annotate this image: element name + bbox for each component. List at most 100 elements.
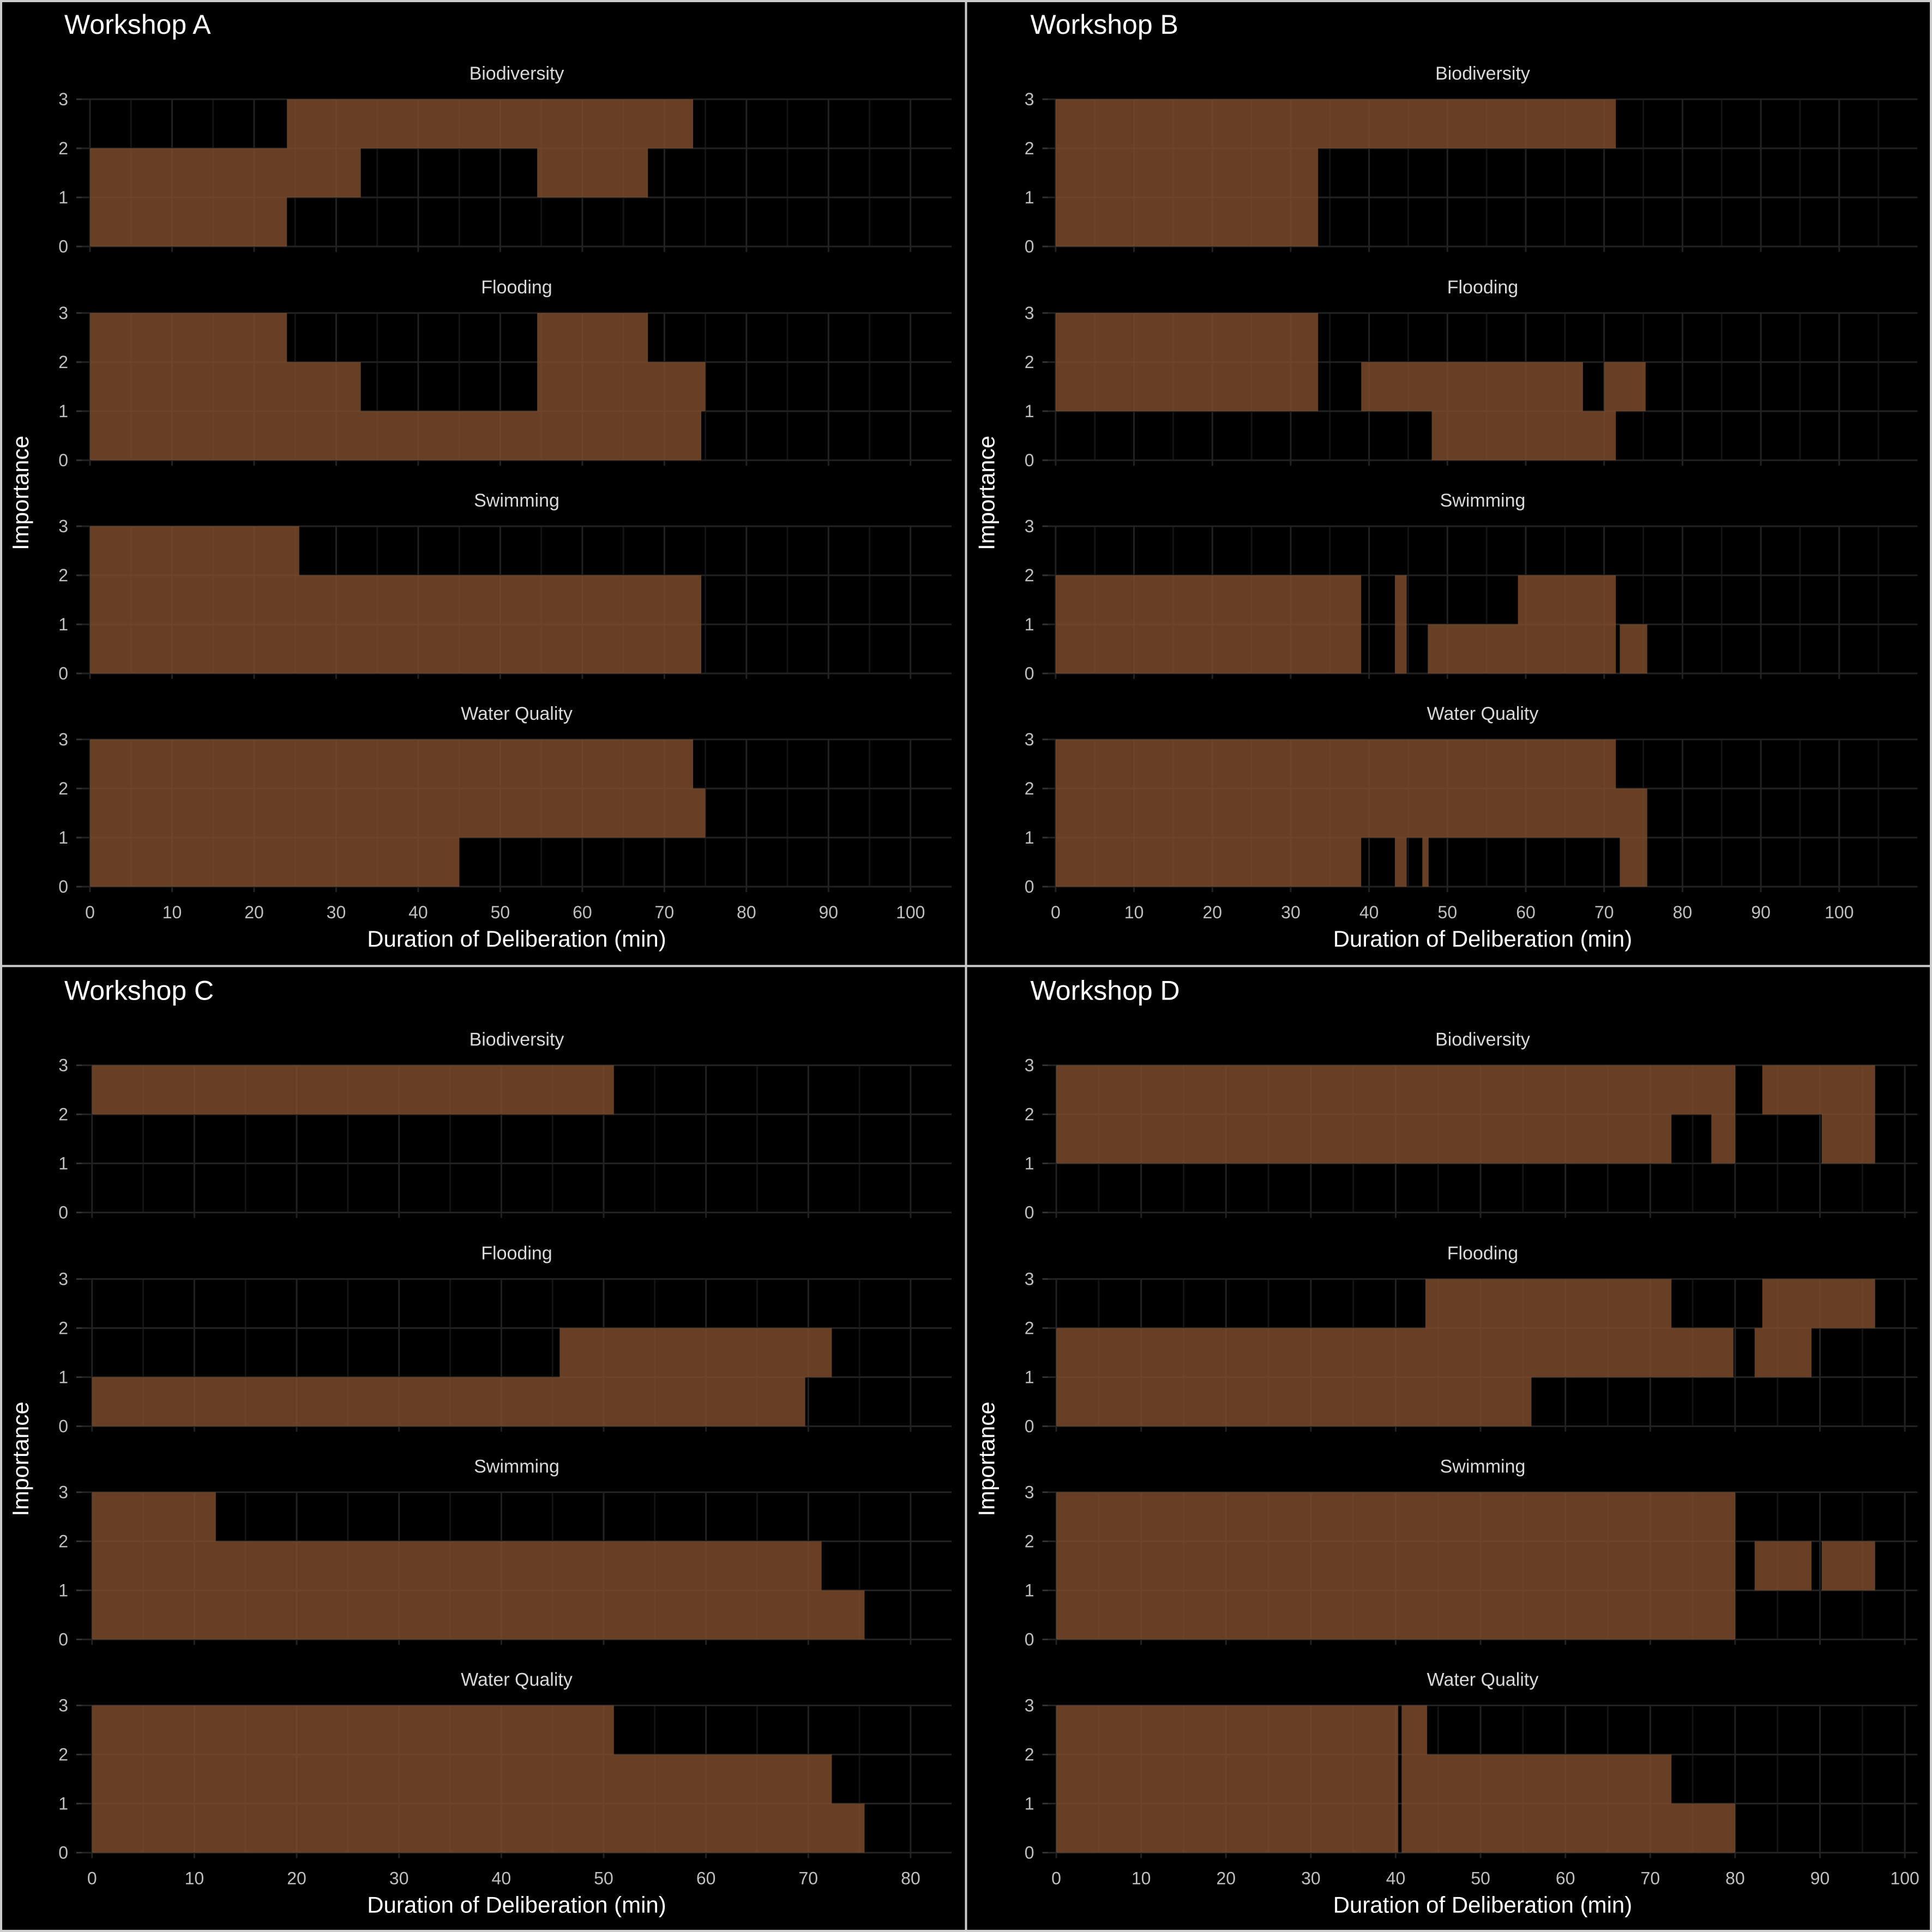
y-tick-label: 2 bbox=[58, 1319, 68, 1338]
segment-workshop-c-swimming-2 bbox=[92, 1492, 216, 1542]
y-tick-label: 3 bbox=[58, 1696, 68, 1716]
segment-workshop-b-water-quality-4 bbox=[1055, 789, 1647, 838]
x-axis-title: Duration of Deliberation (min) bbox=[367, 1892, 666, 1918]
y-tick-label: 0 bbox=[58, 1417, 68, 1436]
segment-workshop-d-flooding-4 bbox=[1762, 1279, 1875, 1328]
x-tick-label: 30 bbox=[389, 1869, 409, 1888]
x-axis-title: Duration of Deliberation (min) bbox=[367, 926, 666, 952]
segment-workshop-b-water-quality-1 bbox=[1395, 838, 1407, 887]
x-tick-label: 70 bbox=[798, 1869, 818, 1888]
x-tick-label: 10 bbox=[185, 1869, 204, 1888]
x-tick-label: 80 bbox=[1725, 1869, 1745, 1888]
facet-workshop-d-swimming: Swimming 0 1 2 3 bbox=[1025, 1456, 1918, 1650]
facet-label-biodiversity: Biodiversity bbox=[1435, 63, 1530, 84]
x-tick-label: 60 bbox=[696, 1869, 716, 1888]
segment-workshop-a-flooding-0 bbox=[90, 411, 702, 460]
y-tick-label: 1 bbox=[1025, 1794, 1034, 1814]
x-tick-label: 50 bbox=[1471, 1869, 1490, 1888]
segment-workshop-c-water-quality-1 bbox=[92, 1754, 832, 1804]
segment-workshop-c-swimming-1 bbox=[92, 1541, 822, 1591]
panel-workshop-c: Workshop CBiodiversity0123Flooding0123Sw… bbox=[8, 976, 952, 1918]
y-tick-label: 0 bbox=[1025, 1843, 1034, 1863]
y-tick-label: 2 bbox=[1025, 565, 1034, 585]
y-tick-label: 2 bbox=[58, 352, 68, 372]
y-tick-label: 2 bbox=[58, 1532, 68, 1551]
panel-title-workshop-c: Workshop C bbox=[64, 976, 214, 1006]
x-tick-label: 60 bbox=[1516, 902, 1536, 922]
segment-workshop-a-flooding-4 bbox=[537, 313, 648, 362]
x-axis-title: Duration of Deliberation (min) bbox=[1333, 926, 1633, 952]
y-tick-label: 2 bbox=[1025, 1105, 1034, 1124]
y-tick-label: 0 bbox=[1025, 1630, 1034, 1650]
facet-label-flooding: Flooding bbox=[481, 277, 552, 298]
facet-label-swimming: Swimming bbox=[474, 490, 559, 511]
y-tick-label: 2 bbox=[58, 1745, 68, 1765]
segment-workshop-a-flooding-3 bbox=[90, 313, 287, 362]
y-tick-label: 3 bbox=[58, 1483, 68, 1502]
y-tick-label: 1 bbox=[58, 615, 68, 634]
y-tick-label: 0 bbox=[58, 237, 68, 256]
x-tick-label: 40 bbox=[1359, 902, 1379, 922]
y-tick-label: 2 bbox=[58, 1105, 68, 1124]
y-tick-label: 1 bbox=[58, 1794, 68, 1814]
segment-workshop-b-swimming-4 bbox=[1620, 624, 1647, 673]
segment-workshop-d-water-quality-2 bbox=[1401, 1754, 1672, 1804]
x-tick-label: 90 bbox=[1751, 902, 1771, 922]
segment-workshop-b-flooding-3 bbox=[1604, 362, 1646, 411]
y-tick-label: 3 bbox=[58, 730, 68, 749]
x-tick-label: 10 bbox=[1124, 902, 1144, 922]
segment-workshop-d-flooding-1 bbox=[1056, 1328, 1734, 1377]
y-axis-title: Importance bbox=[8, 1401, 33, 1516]
segment-workshop-b-biodiversity-1 bbox=[1055, 99, 1616, 148]
y-tick-label: 2 bbox=[58, 139, 68, 158]
facet-workshop-a-water-quality: Water Quality 0 1 2 3 bbox=[58, 703, 952, 896]
y-tick-label: 3 bbox=[1025, 1696, 1034, 1716]
x-tick-label: 100 bbox=[896, 902, 925, 922]
segment-workshop-b-swimming-0 bbox=[1055, 575, 1362, 673]
panel-title-workshop-b: Workshop B bbox=[1031, 9, 1178, 40]
segment-workshop-d-swimming-0 bbox=[1056, 1492, 1735, 1640]
y-tick-label: 0 bbox=[1025, 237, 1034, 256]
facet-workshop-b-swimming: Swimming 0 1 2 3 bbox=[1025, 490, 1918, 683]
y-tick-label: 2 bbox=[1025, 1745, 1034, 1765]
facet-label-flooding: Flooding bbox=[481, 1243, 552, 1264]
segment-workshop-b-flooding-2 bbox=[1361, 362, 1583, 411]
segment-workshop-c-biodiversity-0 bbox=[92, 1065, 614, 1115]
x-tick-label: 50 bbox=[491, 902, 510, 922]
x-tick-label: 20 bbox=[287, 1869, 306, 1888]
facet-workshop-b-biodiversity: Biodiversity 0 1 2 3 bbox=[1025, 63, 1918, 256]
x-tick-label: 70 bbox=[1641, 1869, 1660, 1888]
y-tick-label: 0 bbox=[1025, 450, 1034, 470]
y-tick-label: 1 bbox=[1025, 828, 1034, 847]
x-tick-label: 100 bbox=[1825, 902, 1853, 922]
x-tick-label: 60 bbox=[573, 902, 592, 922]
panel-title-workshop-d: Workshop D bbox=[1031, 976, 1180, 1006]
facet-workshop-a-flooding: Flooding 0 1 2 3 bbox=[58, 277, 952, 470]
facet-label-biodiversity: Biodiversity bbox=[1435, 1030, 1530, 1050]
y-tick-label: 1 bbox=[58, 401, 68, 421]
y-tick-label: 0 bbox=[1025, 877, 1034, 896]
segment-workshop-a-water-quality-2 bbox=[90, 739, 694, 789]
x-tick-label: 40 bbox=[1386, 1869, 1406, 1888]
y-tick-label: 3 bbox=[1025, 1056, 1034, 1075]
x-tick-label: 80 bbox=[737, 902, 756, 922]
segment-workshop-d-biodiversity-0 bbox=[1056, 1114, 1672, 1164]
segment-workshop-b-biodiversity-0 bbox=[1055, 148, 1319, 246]
y-tick-label: 0 bbox=[58, 1203, 68, 1223]
y-tick-label: 3 bbox=[1025, 516, 1034, 536]
x-axis-title: Duration of Deliberation (min) bbox=[1333, 1892, 1633, 1918]
facet-workshop-c-water-quality: Water Quality 0 1 2 3 bbox=[58, 1670, 952, 1863]
y-tick-label: 1 bbox=[58, 828, 68, 847]
facet-label-biodiversity: Biodiversity bbox=[470, 1030, 564, 1050]
y-tick-label: 3 bbox=[58, 89, 68, 109]
panel-workshop-b: Workshop BBiodiversity0123Flooding0123Sw… bbox=[974, 9, 1918, 952]
segment-workshop-b-water-quality-0 bbox=[1055, 838, 1362, 887]
y-tick-label: 0 bbox=[1025, 664, 1034, 683]
y-tick-label: 1 bbox=[58, 1581, 68, 1600]
y-tick-label: 1 bbox=[1025, 188, 1034, 207]
segment-workshop-a-swimming-0 bbox=[90, 575, 702, 673]
facet-label-flooding: Flooding bbox=[1447, 1243, 1518, 1264]
segment-workshop-a-swimming-1 bbox=[90, 526, 299, 575]
segment-workshop-b-flooding-1 bbox=[1055, 362, 1319, 411]
x-tick-label: 40 bbox=[492, 1869, 511, 1888]
